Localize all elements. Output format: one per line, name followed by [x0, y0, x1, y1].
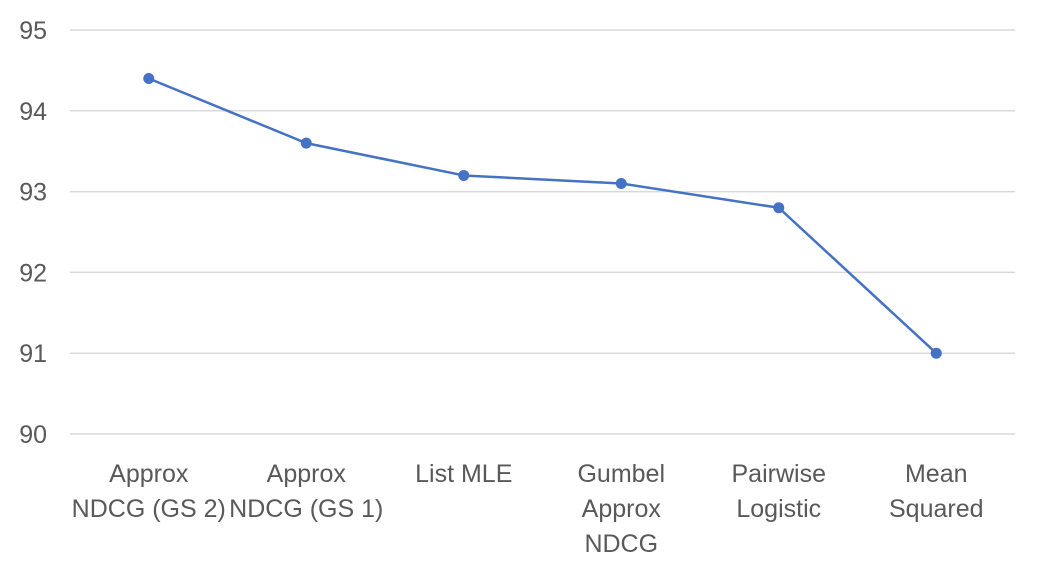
y-tick-label: 93: [19, 179, 47, 207]
x-category-label: Gumbel Approx NDCG: [577, 460, 665, 558]
data-point: [143, 72, 155, 84]
x-axis-categories: Approx NDCG (GS 2)Approx NDCG (GS 1) List M…: [72, 460, 984, 558]
x-category-label: Pairwise Logistic: [732, 460, 826, 523]
y-tick-label: 90: [19, 421, 47, 449]
data-point: [458, 169, 470, 181]
y-axis-ticks: 90 91 92 93 94 95: [19, 17, 47, 449]
y-tick-label: 91: [19, 340, 47, 368]
series-line: [148, 77, 938, 355]
data-point: [930, 347, 942, 359]
series-layer: [143, 72, 942, 359]
data-point: [300, 137, 312, 149]
data-point: [773, 202, 785, 214]
x-category-label: Approx NDCG (GS 1): [229, 460, 383, 523]
y-tick-label: 94: [19, 98, 47, 126]
x-category-label: Approx NDCG (GS 2): [72, 460, 226, 523]
x-category-label: List MLE: [415, 460, 512, 488]
y-tick-label: 95: [19, 17, 47, 45]
x-category-label: Mean Squared: [889, 460, 984, 523]
gridlines: [70, 29, 1015, 435]
y-tick-label: 92: [19, 259, 47, 287]
data-point: [615, 178, 627, 190]
